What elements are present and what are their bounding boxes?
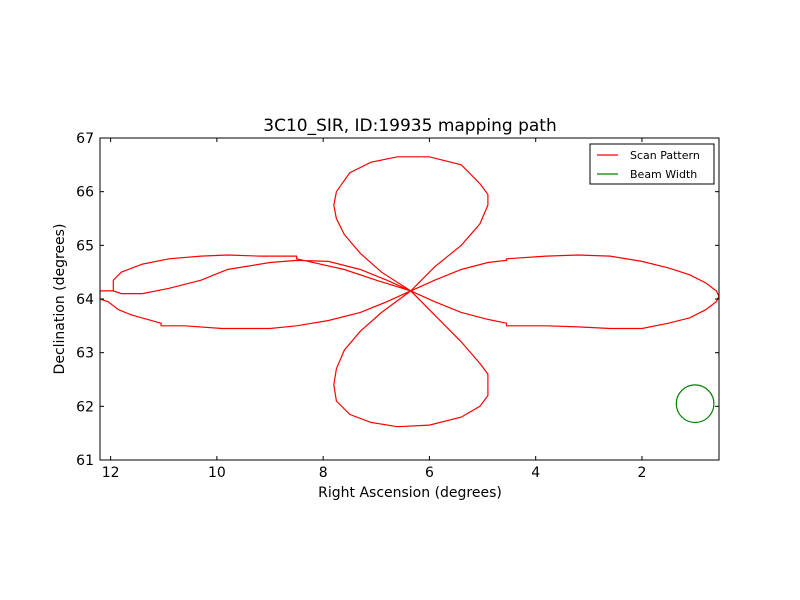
chart-title: 3C10_SIR, ID:19935 mapping path	[263, 116, 556, 136]
beam-width-circle	[675, 384, 715, 424]
x-tick-label: 12	[102, 465, 120, 481]
y-tick-label: 67	[76, 131, 94, 147]
x-tick-label: 10	[208, 465, 226, 481]
y-tick-label: 63	[76, 346, 94, 362]
scan-pattern-upper-loop	[333, 156, 489, 292]
y-axis-label: Declination (degrees)	[52, 224, 68, 375]
legend: Scan Pattern Beam Width	[589, 143, 715, 185]
legend-box	[589, 143, 715, 185]
y-tick-label: 64	[76, 292, 94, 308]
x-tick-label: 2	[637, 465, 646, 481]
x-tick-label: 6	[425, 465, 434, 481]
y-tick-label: 66	[76, 185, 94, 201]
y-tick-label: 61	[76, 453, 94, 469]
scan-pattern-line	[100, 254, 719, 428]
x-axis-label: Right Ascension (degrees)	[318, 485, 502, 501]
x-tick-label: 8	[319, 465, 328, 481]
y-tick-label: 65	[76, 238, 94, 254]
legend-label-beam: Beam Width	[630, 168, 697, 181]
plot-area	[100, 156, 719, 428]
y-tick-label: 62	[76, 399, 94, 415]
legend-label-scan: Scan Pattern	[630, 149, 700, 162]
x-tick-label: 4	[531, 465, 540, 481]
